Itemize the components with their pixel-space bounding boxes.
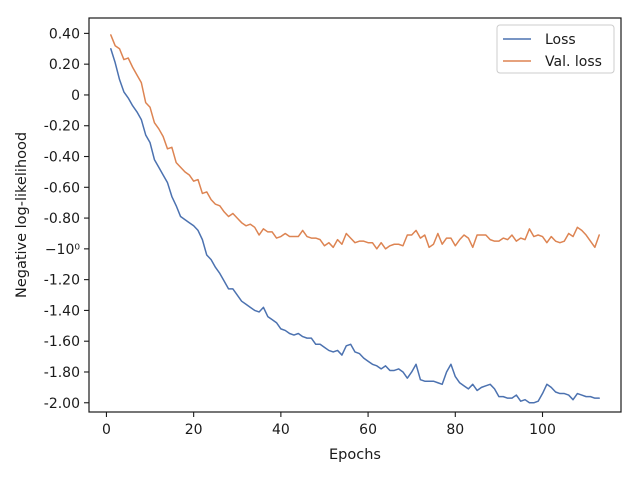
y-tick-label: −10⁰ bbox=[45, 242, 81, 258]
y-tick-label: -1.40 bbox=[44, 303, 80, 319]
legend-items: Loss Val. loss bbox=[503, 32, 602, 70]
y-tick-label: -1.60 bbox=[44, 334, 80, 350]
x-tick-label: 100 bbox=[529, 422, 556, 438]
y-tick-label: 0 bbox=[71, 88, 80, 104]
series-layer bbox=[110, 34, 600, 404]
x-tick-label: 20 bbox=[185, 422, 203, 438]
x-tick-label: 80 bbox=[446, 422, 464, 438]
y-axis: 0.40 0.20 0 -0.20 -0.40 -0.60 -0.80 −10⁰ -1.20 -1… bbox=[44, 26, 89, 412]
legend: Loss Val. loss bbox=[496, 24, 615, 74]
series-line-val-loss bbox=[110, 34, 600, 250]
y-tick-label: -0.60 bbox=[44, 180, 80, 196]
y-tick-label: 0.40 bbox=[49, 26, 80, 42]
y-tick-label: -0.20 bbox=[44, 119, 80, 135]
y-tick-label: -2.00 bbox=[44, 396, 80, 412]
x-axis-label: Epochs bbox=[329, 447, 381, 463]
series-line-loss bbox=[110, 48, 600, 404]
y-tick-label: 0.20 bbox=[49, 57, 80, 73]
y-tick-label: -1.20 bbox=[44, 273, 80, 289]
legend-label: Loss bbox=[545, 32, 576, 48]
y-axis-label: Negative log-likelihood bbox=[14, 132, 30, 298]
y-tick-label: -1.80 bbox=[44, 365, 80, 381]
y-tick-label: -0.40 bbox=[44, 150, 80, 166]
x-axis: 0 20 40 60 80 100 bbox=[102, 412, 556, 438]
y-tick-label: -0.80 bbox=[44, 211, 80, 227]
x-tick-label: 40 bbox=[272, 422, 290, 438]
x-tick-label: 60 bbox=[359, 422, 377, 438]
legend-label: Val. loss bbox=[545, 54, 602, 70]
plot-frame bbox=[88, 17, 622, 413]
x-tick-label: 0 bbox=[102, 422, 111, 438]
